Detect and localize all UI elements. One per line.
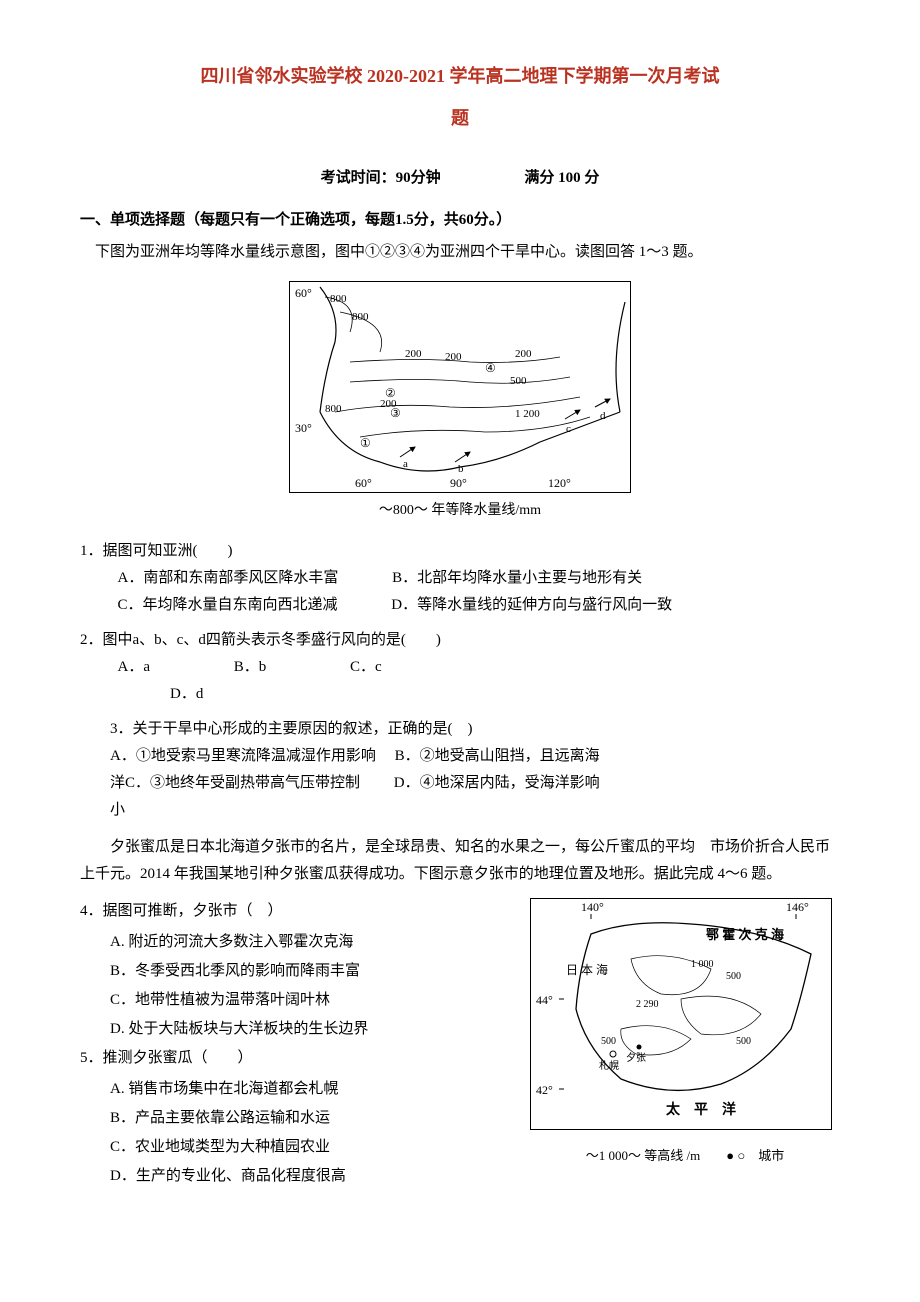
city-yubari: 夕张 [626,1052,646,1064]
contour-4 [350,377,570,383]
page-title: 四川省邻水实验学校 2020-2021 学年高二地理下学期第一次月考试 [80,60,840,92]
coast-east [460,412,620,467]
q1-optB: B．北部年均降水量小主要与地形有关 [392,565,642,592]
section-heading: 一、单项选择题（每题只有一个正确选项，每题1.5分，共60分。） [80,207,840,234]
city-sapporo-marker [610,1051,616,1057]
city-yubari-marker [637,1044,642,1049]
q2-optB: B．b [234,654,267,681]
coast-west [320,287,336,412]
q3-stem: 3．关于干旱中心形成的主要原因的叙述，正确的是( ) [110,716,840,743]
lon-140: 140° [581,900,604,914]
city-sapporo: 札幌 [599,1059,619,1072]
arrow-d [595,399,610,407]
q1-optD: D．等降水量线的延伸方向与盛行风向一致 [391,592,672,619]
marker-3: ③ [390,406,401,420]
q3-optC: C．③地终年受副热带高气压带控制 [125,775,360,791]
arrow-b [455,452,470,462]
q1-stem: 1．据图可知亚洲( ) [80,538,840,565]
cv-9: 800 [325,403,342,415]
marker-2: ② [385,386,396,400]
page-subtitle: 题 [80,102,840,134]
lon-120: 120° [548,476,571,490]
arrow-a [400,447,415,457]
figure1-caption: ～800～ 年等降水量线/mm [80,498,840,523]
lat-42: 42° [536,1083,553,1097]
arrow-a-label: a [403,458,408,470]
q2-optC: C．c [350,654,382,681]
sea-okhotsk: 鄂 霍 次 克 海 [706,927,784,942]
cv-5: 200 [515,348,532,360]
ct-500b: 500 [736,1036,751,1047]
cv-2: 800 [352,311,369,323]
ct-500a: 500 [726,971,741,982]
lon-60: 60° [355,476,372,490]
q1: 1．据图可知亚洲( ) A．南部和东南部季风区降水丰富 B．北部年均降水量小主要… [80,538,840,619]
lat-44: 44° [536,993,553,1007]
exam-time: 考试时间：90分钟 [321,170,441,186]
q3-optB: B．②地受高山阻挡，且远离海 [395,748,600,764]
q3-optD2: 小 [110,797,840,824]
pacific: 太 平 洋 [666,1101,736,1118]
cv-8: 1 200 [515,408,540,420]
q1-optC: C．年均降水量自东南向西北递减 [118,592,338,619]
arrow-d-label: d [600,410,606,422]
q3: 3．关于干旱中心形成的主要原因的叙述，正确的是( ) A．①地受索马里寒流降温减… [110,716,840,824]
contour-hk-3 [621,1026,691,1055]
figure2-wrap: 140° 146° 44° 42° 鄂 霍 次 克 海 日 本 海 太 平 洋 … [530,898,840,1167]
ct-500c: 500 [601,1036,616,1047]
ct-2290: 2 290 [636,999,659,1010]
cv-4: 200 [445,351,462,363]
cv-1: 800 [330,293,347,305]
exam-info: 考试时间：90分钟 满分 100 分 [80,165,840,192]
q2-stem: 2．图中a、b、c、d四箭头表示冬季盛行风向的是( ) [80,627,840,654]
coast-south [320,412,460,471]
figure-2: 140° 146° 44° 42° 鄂 霍 次 克 海 日 本 海 太 平 洋 … [530,898,832,1130]
lat-30: 30° [295,421,312,435]
figure-1-container: 60° 30° 60° 90° 120° 800 800 200 200 200… [80,281,840,523]
cv-6: 500 [510,375,527,387]
contour-5 [335,397,580,412]
q2: 2．图中a、b、c、d四箭头表示冬季盛行风向的是( ) A．a B．b C．c … [80,627,840,708]
q1-optA: A．南部和东南部季风区降水丰富 [118,565,339,592]
lon-146: 146° [786,900,809,914]
passage2: 夕张蜜瓜是日本北海道夕张市的名片，是全球昂贵、知名的水果之一，每公斤蜜瓜的平均 … [80,834,840,888]
contour-hk-2 [681,996,761,1035]
figure2-caption: ～1 000～ 等高线 /m ● ○ 城市 [530,1144,840,1167]
q3-optD: D．④地深居内陆，受海洋影响 [394,775,600,791]
marker-4: ④ [485,361,496,375]
cv-3: 200 [405,348,422,360]
full-score: 满分 100 分 [524,170,599,186]
lat-60: 60° [295,286,312,300]
q2-optD: D．d [170,681,203,708]
sea-japan: 日 本 海 [566,962,608,977]
arrow-b-label: b [458,463,464,475]
figure-1: 60° 30° 60° 90° 120° 800 800 200 200 200… [289,281,631,493]
q4-6-block: 140° 146° 44° 42° 鄂 霍 次 克 海 日 本 海 太 平 洋 … [80,898,840,1192]
q2-optA: A．a [118,654,151,681]
arrow-c [565,410,580,419]
contour-6 [360,417,590,437]
ct-1000: 1 000 [691,959,714,970]
intro-1: 下图为亚洲年均等降水量线示意图，图中①②③④为亚洲四个干旱中心。读图回答 1～3… [80,239,840,266]
marker-1: ① [360,436,371,450]
q3-optB2: 洋 [110,775,125,791]
lon-90: 90° [450,476,467,490]
q3-optA: A．①地受索马里寒流降温减湿作用影响 [110,748,376,764]
arrow-c-label: c [566,423,571,435]
coast-ne [616,302,625,412]
